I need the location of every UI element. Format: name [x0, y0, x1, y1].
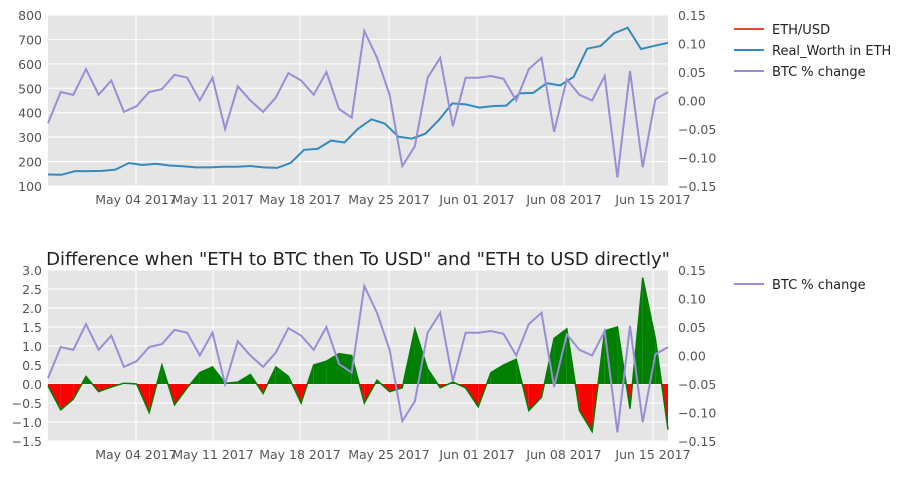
bottom-legend: BTC % change	[734, 278, 866, 293]
y-tick-label-right: −0.10	[678, 406, 716, 421]
top-grid	[48, 14, 668, 187]
top-plot-area	[48, 15, 668, 186]
y-tick-label-left: 3.0	[22, 263, 42, 278]
y-tick-label-left: 0.0	[22, 377, 42, 392]
area-negative	[60, 384, 74, 410]
legend-label-eth-usd: ETH/USD	[772, 23, 830, 38]
x-tick-label: Jun 08 2017	[525, 447, 601, 462]
y-tick-label-left: 1.5	[22, 320, 42, 335]
top-legend: ETH/USD Real_Worth in ETH BTC % change	[734, 23, 891, 80]
x-tick-label: Jun 01 2017	[438, 447, 514, 462]
y-tick-label-right: 0.00	[678, 349, 706, 364]
x-tick-label: May 25 2017	[348, 192, 430, 207]
y-tick-label-right: −0.15	[678, 179, 716, 194]
x-tick-label: May 04 2017	[95, 447, 177, 462]
legend-label-btc-change-bottom: BTC % change	[772, 278, 866, 293]
y-tick-label-left: 0.5	[22, 358, 42, 373]
x-tick-label: May 11 2017	[172, 192, 254, 207]
series-line-btc-change	[47, 27, 669, 178]
y-tick-label-right: 0.10	[678, 37, 706, 52]
y-tick-label-left: 500	[18, 81, 42, 96]
y-tick-label-left: −1.5	[12, 434, 42, 449]
area-positive	[275, 366, 289, 384]
x-tick-label: Jun 01 2017	[438, 192, 514, 207]
y-tick-label-right: −0.15	[678, 434, 716, 449]
series-line-difference	[47, 277, 669, 434]
legend-label-btc-change: BTC % change	[772, 65, 866, 80]
y-tick-label-left: 2.0	[22, 301, 42, 316]
area-positive	[503, 359, 517, 384]
y-tick-label-left: 600	[18, 57, 42, 72]
x-tick-label: Jun 15 2017	[614, 447, 690, 462]
area-positive	[490, 365, 504, 384]
area-positive	[313, 361, 327, 384]
area-positive	[642, 277, 656, 384]
series-line-real-worth	[47, 26, 669, 176]
y-tick-label-right: −0.05	[678, 122, 716, 137]
y-tick-label-left: 400	[18, 106, 42, 121]
x-tick-label: Jun 08 2017	[525, 192, 601, 207]
x-tick-label: May 04 2017	[95, 192, 177, 207]
area-positive	[326, 353, 340, 384]
y-tick-label-left: 300	[18, 130, 42, 145]
y-tick-label-left: 1.0	[22, 339, 42, 354]
area-negative	[528, 384, 542, 411]
y-tick-label-right: 0.10	[678, 292, 706, 307]
x-tick-label: Jun 15 2017	[614, 192, 690, 207]
top-marks	[47, 26, 669, 178]
y-tick-label-right: −0.10	[678, 151, 716, 166]
y-tick-label-left: 800	[18, 8, 42, 23]
legend-label-real-worth: Real_Worth in ETH	[772, 44, 891, 59]
y-tick-label-right: 0.15	[678, 263, 706, 278]
area-negative	[579, 384, 593, 432]
x-tick-label: May 25 2017	[348, 447, 430, 462]
y-tick-label-right: 0.15	[678, 8, 706, 23]
x-tick-label: May 18 2017	[259, 447, 341, 462]
bottom-marks	[47, 277, 669, 434]
y-tick-label-left: 200	[18, 155, 42, 170]
x-tick-label: May 18 2017	[259, 192, 341, 207]
y-tick-label-left: −1.0	[12, 415, 42, 430]
y-tick-label-left: 2.5	[22, 282, 42, 297]
bottom-chart-title: Difference when "ETH to BTC then To USD"…	[46, 249, 670, 270]
area-positive	[604, 327, 618, 384]
x-tick-label: May 11 2017	[172, 447, 254, 462]
series-line-btc-change-bottom	[47, 282, 669, 433]
y-tick-label-right: −0.05	[678, 377, 716, 392]
area-positive	[414, 328, 428, 384]
y-tick-label-right: 0.05	[678, 65, 706, 80]
y-tick-label-left: 700	[18, 32, 42, 47]
y-tick-label-left: −0.5	[12, 396, 42, 411]
y-tick-label-right: 0.00	[678, 94, 706, 109]
y-tick-label-left: 100	[18, 179, 42, 194]
y-tick-label-right: 0.05	[678, 320, 706, 335]
area-positive	[199, 366, 213, 384]
